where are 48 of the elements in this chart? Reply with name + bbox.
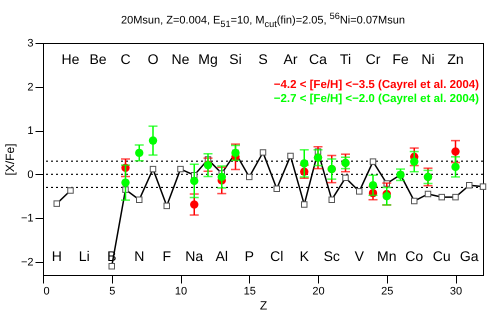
annotation: Cu [432,248,451,264]
annotation: Sc [324,248,340,264]
annotation: N [134,248,144,264]
annotation: H [52,248,62,264]
y-tick-label: 3 [27,38,34,50]
y-tick-label: −2 [20,256,34,268]
x-tick-label: 30 [450,286,462,298]
annotation: Ni [421,51,435,67]
annotation: Al [216,248,228,264]
y-axis-title: [X/Fe] [2,143,17,176]
chart-title: 20Msun, Z=0.004, E$_{51}$=10, M$_{cut}$(fin)=2.05, $^{56}$Ni=0.07Msun [120,10,406,31]
annotation: Cr [366,51,381,67]
annotation: Co [405,248,424,264]
annotation: F [162,248,172,264]
x-tick-label: 10 [174,286,188,298]
annotation: Mn [377,248,396,264]
annotation: Cl [270,248,284,264]
x-tick-label: 25 [381,286,394,298]
text: −4.2 < [Fe/H] <−3.5 (Cayrel et al. 2004) [274,79,480,91]
y-tick-label: 1 [27,125,34,138]
x-tick-label: 0 [44,286,50,298]
annotation: Ga [460,248,479,264]
annotation: P [244,248,254,264]
annotation: Fe [392,51,409,67]
y-tick-label: 2 [27,81,34,94]
annotation: S [258,51,268,67]
annotation: Zn [447,51,464,67]
annotation: Mg [198,51,218,67]
annotation: Ca [309,51,328,67]
x-tick-label: 20 [312,286,325,298]
annotation: Be [89,51,107,67]
x-tick-label: 5 [109,286,116,298]
text: −2.7 < [Fe/H] <−2.0 (Cayrel et al. 2004) [274,93,480,105]
x-tick-label: 15 [244,286,256,298]
x-axis-title: Z [260,298,268,312]
annotation: Ne [172,51,190,67]
annotation: K [300,248,310,264]
annotation: O [148,51,159,67]
annotation: Si [229,51,242,67]
annotation: Ti [340,51,352,67]
annotation: He [62,51,80,67]
annotation: Li [78,248,90,264]
y-tick-label: 0 [27,168,34,181]
annotation: C [120,51,131,67]
annotation: V [354,248,365,264]
annotation: Na [185,248,204,264]
y-tick-label: −1 [20,212,34,225]
annotation: Ar [284,51,298,67]
